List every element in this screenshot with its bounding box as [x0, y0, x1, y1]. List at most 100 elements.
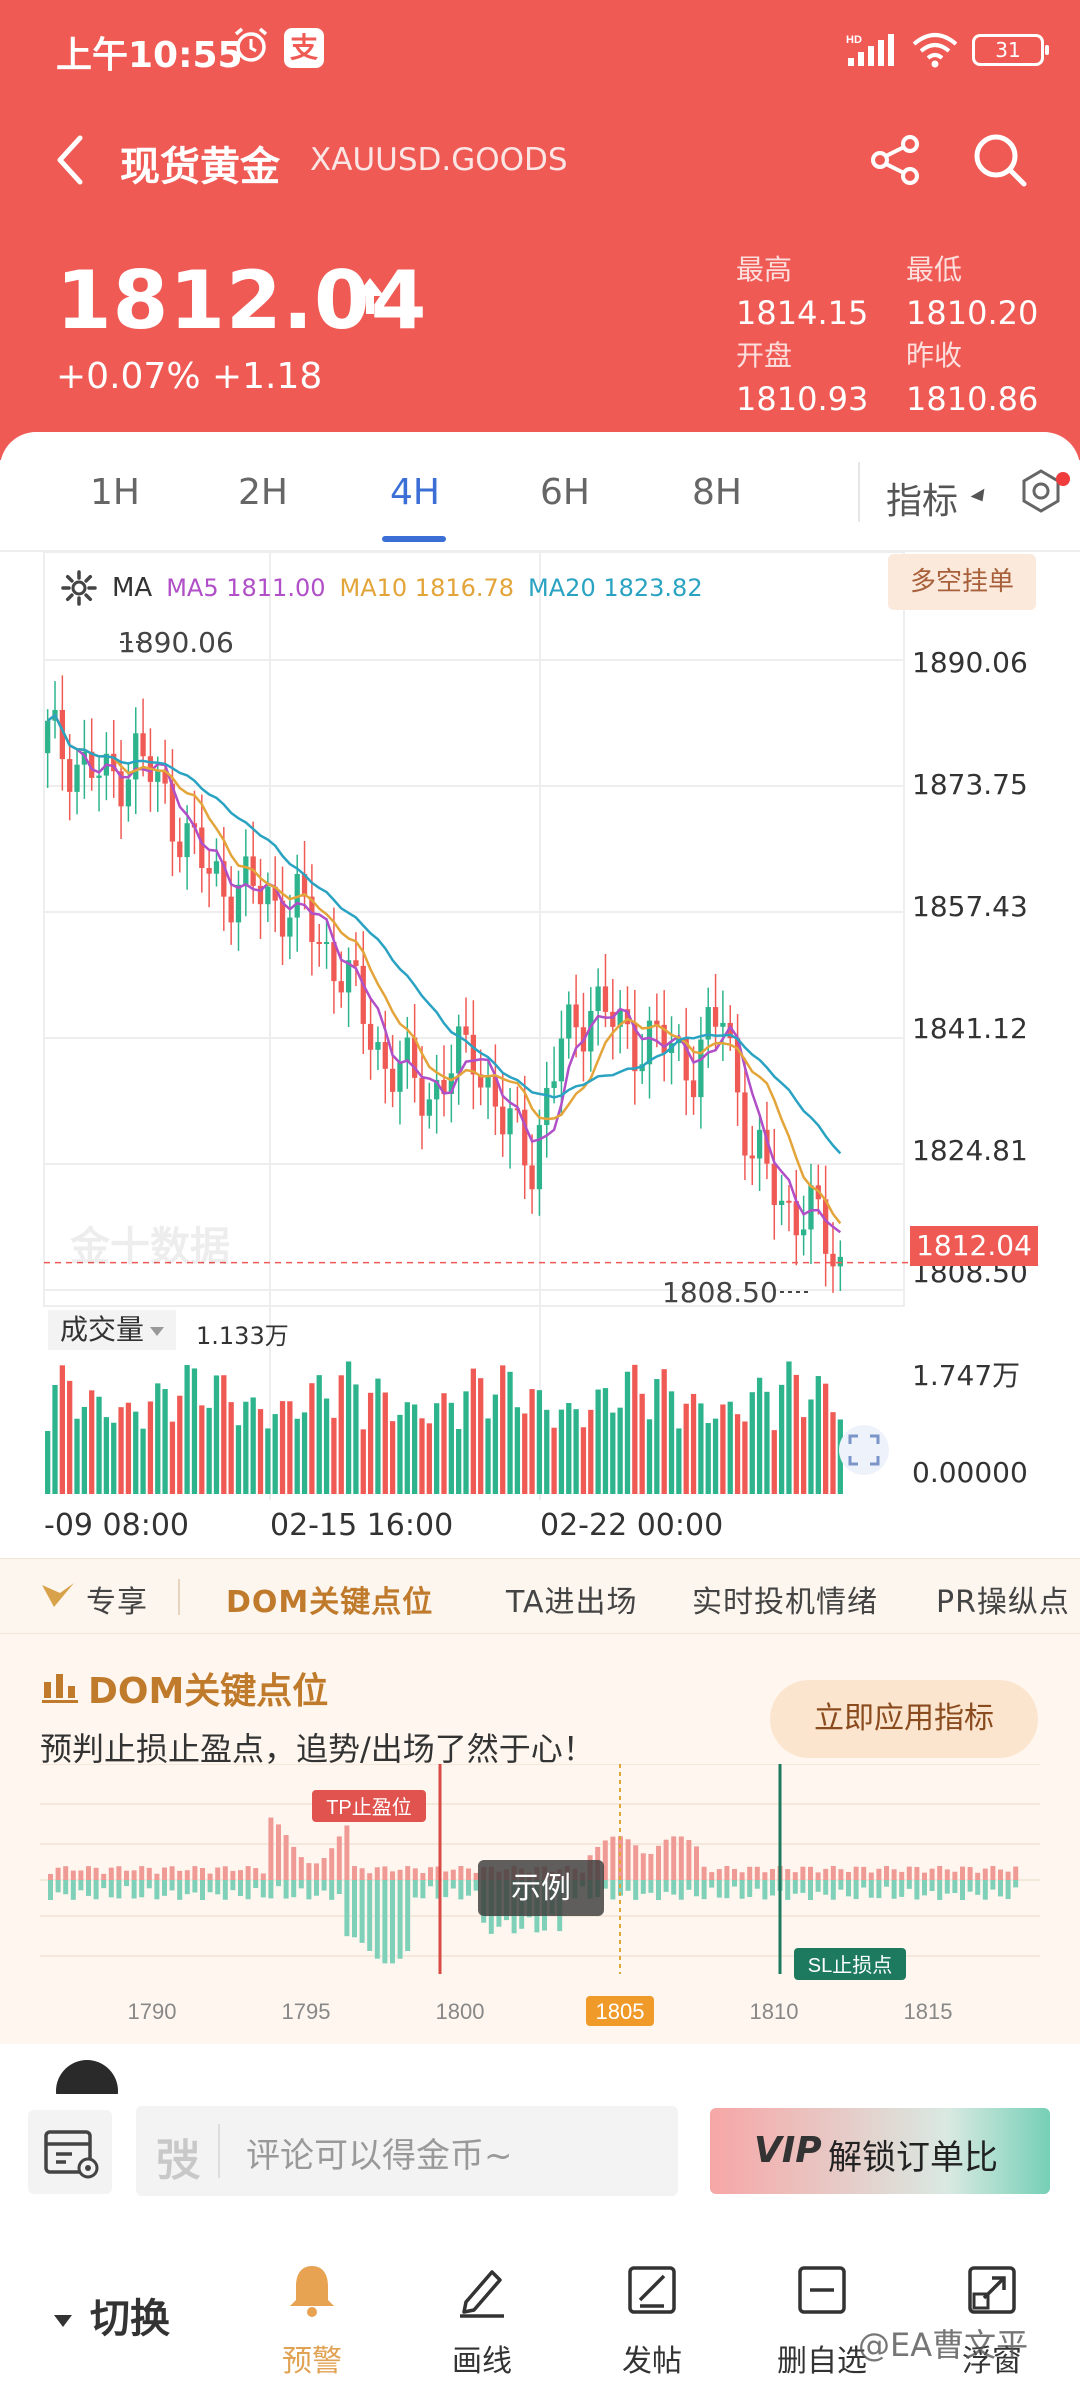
dom-bar-down: [937, 1880, 943, 1900]
dom-bar-down: [177, 1880, 183, 1900]
volume-bar: [683, 1403, 689, 1494]
dom-bar-up: [124, 1870, 129, 1880]
dom-bar-down: [86, 1880, 91, 1896]
volume-bar: [81, 1406, 88, 1494]
volume-bar: [338, 1375, 344, 1494]
nav-alert[interactable]: 预警: [252, 2260, 372, 2380]
example-badge-bg: [478, 1860, 604, 1916]
calendar-settings-icon[interactable]: [28, 2110, 112, 2194]
dom-bar-up: [876, 1868, 882, 1880]
candle-body: [705, 1007, 711, 1040]
dom-bar-up: [899, 1871, 905, 1880]
wifi-icon: [912, 33, 958, 68]
ma20-value: MA20 1823.82: [528, 574, 703, 602]
vip-logo-icon: VIP: [754, 2130, 822, 2171]
volume-indicator-dropdown[interactable]: 成交量: [48, 1310, 177, 1350]
tab-8h[interactable]: 8H: [692, 472, 742, 513]
candlestick-chart[interactable]: [0, 552, 1080, 1542]
nav-float-window[interactable]: 浮窗: [932, 2260, 1052, 2380]
vip-button-label: 解锁订单比: [828, 2138, 998, 2178]
volume-bar: [323, 1398, 330, 1494]
volume-bar: [690, 1393, 697, 1494]
candle-body: [287, 917, 293, 937]
volume-bar: [103, 1417, 110, 1494]
x-tick-label: 02-22 00:00: [540, 1508, 724, 1543]
back-icon[interactable]: [48, 130, 92, 190]
feature-tab-sentiment[interactable]: 实时投机情绪: [692, 1585, 878, 1620]
search-icon[interactable]: [970, 130, 1030, 190]
dom-bar-up: [245, 1866, 251, 1880]
switch-label: 切换: [90, 2296, 170, 2342]
low-marker-label: 1808.50: [662, 1276, 778, 1309]
dom-bar-up: [268, 1817, 274, 1880]
apply-indicator-button[interactable]: 立即应用指标: [770, 1680, 1038, 1758]
tp-label-bg: [312, 1790, 426, 1822]
dom-bar-up: [63, 1866, 69, 1880]
candle-body: [375, 1042, 381, 1050]
feature-tab-ta[interactable]: TA进出场: [506, 1585, 638, 1620]
candle-body: [184, 823, 190, 858]
tab-6h[interactable]: 6H: [540, 472, 590, 513]
candle-body: [683, 1038, 689, 1081]
switch-button[interactable]: 切换: [54, 2286, 170, 2344]
feature-tab-dom[interactable]: DOM关键点位: [226, 1585, 434, 1620]
candle-body: [265, 886, 271, 905]
volume-bar: [345, 1361, 352, 1494]
candle-body: [67, 759, 73, 792]
example-label: 示例: [511, 1872, 571, 1905]
dom-bar-down: [390, 1880, 395, 1964]
fullscreen-icon[interactable]: [838, 1424, 890, 1476]
candle-body: [243, 856, 249, 885]
volume-bar: [566, 1402, 572, 1494]
ma20-line: [46, 713, 842, 1155]
dom-bar-down: [686, 1880, 692, 1890]
x-tick-label: 02-15 16:00: [270, 1508, 454, 1543]
tab-4h[interactable]: 4H: [390, 472, 440, 513]
dom-description: 预判止损止盈点，追势/出场了然于心！: [40, 1730, 595, 1768]
dropdown-triangle-icon: [150, 1326, 165, 1336]
volume-bar: [199, 1405, 205, 1494]
dom-bar-down: [374, 1880, 380, 1959]
nav-draw-line[interactable]: 画线: [422, 2260, 542, 2380]
candle-body: [382, 1042, 388, 1069]
dom-bar-down: [701, 1880, 707, 1900]
dom-bar-down: [678, 1880, 684, 1900]
tab-2h[interactable]: 2H: [238, 472, 288, 513]
volume-value: 1.133万: [196, 1322, 289, 1350]
unlock-order-ratio-button[interactable]: VIP 解锁订单比: [710, 2108, 1050, 2194]
candle-body: [544, 1087, 550, 1126]
comment-input[interactable]: 弢 评论可以得金币~: [136, 2106, 678, 2196]
candle-body: [133, 733, 139, 780]
dom-bar-down: [1005, 1880, 1011, 1900]
alarm-icon: [234, 27, 268, 62]
indicator-dropdown[interactable]: 指标: [886, 481, 959, 522]
tab-1h[interactable]: 1H: [90, 472, 140, 513]
feature-tab-pr[interactable]: PR操纵点: [936, 1585, 1070, 1620]
volume-bar: [257, 1409, 264, 1494]
nav-label: 删自选: [777, 2344, 867, 2379]
dom-bar-down: [245, 1880, 251, 1900]
gear-icon[interactable]: [60, 569, 98, 607]
volume-bar: [169, 1421, 176, 1494]
volume-bar: [595, 1389, 601, 1494]
long-short-orders-button[interactable]: 多空挂单: [888, 554, 1036, 610]
x-tick-label: 1800: [436, 1999, 485, 2024]
nav-label: 画线: [452, 2344, 512, 2379]
candle-body: [45, 720, 51, 754]
dom-bar-down: [770, 1880, 775, 1896]
volume-bar: [470, 1368, 476, 1494]
dom-bar-up: [238, 1870, 243, 1880]
dom-bar-down: [944, 1880, 950, 1894]
dom-bar-down: [633, 1880, 639, 1900]
nav-post[interactable]: 发帖: [592, 2260, 712, 2380]
volume-bar: [301, 1412, 308, 1494]
dom-bar-up: [823, 1868, 829, 1880]
candle-body: [595, 986, 601, 1011]
share-icon[interactable]: [868, 132, 924, 188]
volume-bar: [558, 1409, 565, 1494]
status-bar: 上午10:55 支 HD 31: [0, 0, 1080, 100]
ma10-value: MA10 1816.78: [339, 574, 515, 602]
nav-remove-watchlist[interactable]: 删自选: [762, 2260, 882, 2380]
dom-bar-down: [671, 1880, 677, 1895]
candle-body: [771, 1163, 777, 1206]
